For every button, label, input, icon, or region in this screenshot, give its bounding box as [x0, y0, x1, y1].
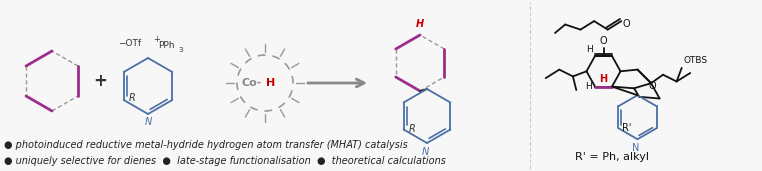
Text: +: +: [153, 35, 160, 44]
Text: R: R: [129, 93, 136, 103]
Text: N: N: [632, 143, 639, 153]
Text: R' = Ph, alkyl: R' = Ph, alkyl: [575, 152, 649, 162]
Text: Co-: Co-: [242, 78, 262, 88]
Text: N: N: [421, 147, 428, 157]
Text: H: H: [599, 74, 607, 84]
Text: H: H: [585, 82, 592, 91]
Text: ● photoinduced reductive metal-hydride hydrogen atom transfer (MHAT) catalysis: ● photoinduced reductive metal-hydride h…: [4, 140, 408, 150]
Text: R': R': [623, 123, 632, 133]
Text: O: O: [648, 81, 656, 91]
Text: R: R: [408, 123, 415, 134]
Text: O: O: [622, 19, 629, 29]
Text: H: H: [416, 19, 424, 29]
Text: ● uniquely selective for dienes  ●  late-stage functionalisation  ●  theoretical: ● uniquely selective for dienes ● late-s…: [4, 156, 446, 166]
Text: +: +: [93, 72, 107, 90]
Text: PPh: PPh: [158, 41, 174, 50]
Text: H: H: [586, 45, 593, 54]
Text: −OTf: −OTf: [118, 39, 142, 48]
Text: OTBS: OTBS: [684, 56, 708, 65]
Text: 3: 3: [178, 47, 183, 53]
Text: H: H: [266, 78, 275, 88]
Text: N: N: [144, 117, 152, 127]
Text: O: O: [600, 36, 607, 46]
